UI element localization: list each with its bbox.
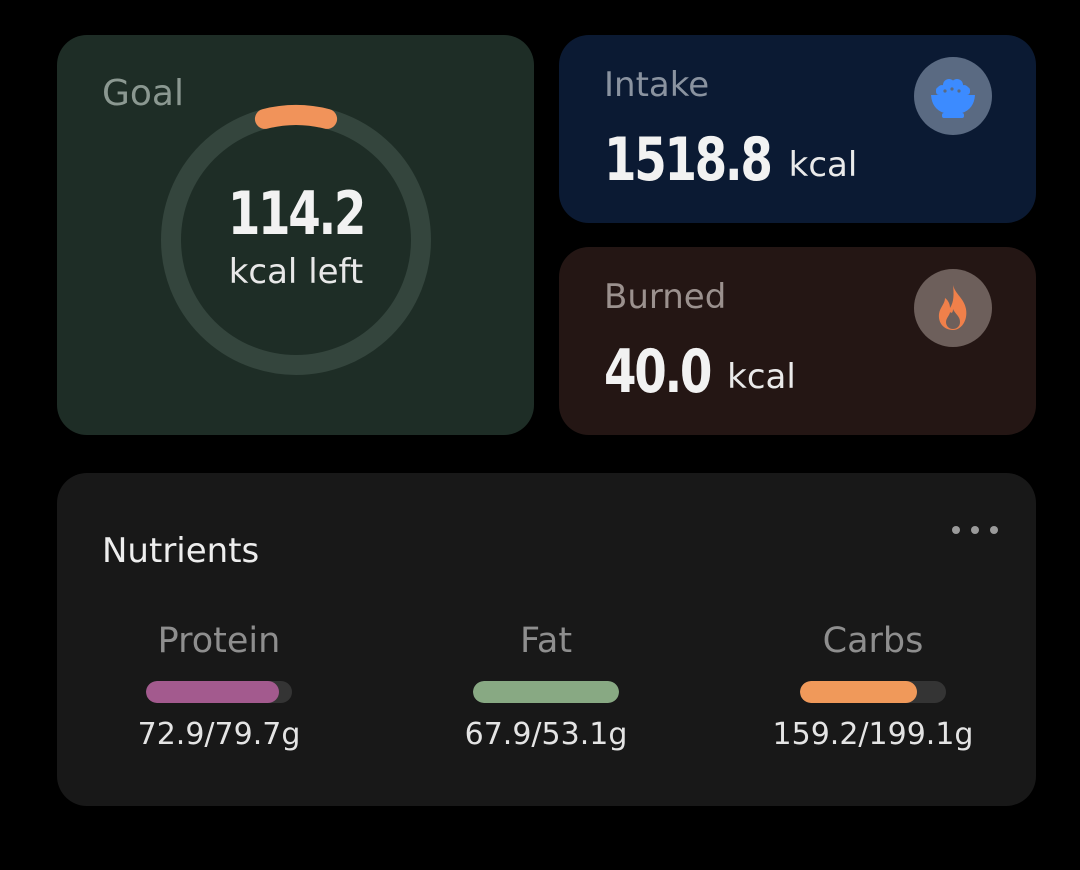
nutrient-bar: [146, 681, 292, 703]
nutrient-fat: Fat 67.9/53.1g: [426, 621, 666, 752]
intake-card[interactable]: Intake 1518.8 kcal: [559, 35, 1036, 223]
goal-ring-progress: [161, 105, 431, 375]
nutrient-carbs: Carbs 159.2/199.1g: [753, 621, 993, 752]
flame-icon: [914, 269, 992, 347]
burned-title: Burned: [604, 277, 727, 317]
burned-unit: kcal: [727, 357, 796, 397]
burned-card[interactable]: Burned 40.0 kcal: [559, 247, 1036, 435]
goal-unit: kcal left: [228, 252, 364, 292]
nutrient-bar-fill: [473, 681, 619, 703]
nutrient-amount: 67.9/53.1g: [464, 717, 628, 752]
nutrient-protein: Protein 72.9/79.7g: [99, 621, 339, 752]
intake-value: 1518.8: [604, 125, 773, 195]
intake-value-row: 1518.8 kcal: [604, 125, 857, 195]
intake-title: Intake: [604, 65, 710, 105]
rice-bowl-icon: [914, 57, 992, 135]
nutrient-bar-fill: [800, 681, 917, 703]
nutrient-amount: 159.2/199.1g: [772, 717, 974, 752]
nutrients-title: Nutrients: [102, 531, 260, 571]
nutrient-label: Fat: [519, 621, 573, 661]
goal-title: Goal: [102, 73, 184, 114]
nutrient-bar: [473, 681, 619, 703]
nutrient-amount: 72.9/79.7g: [137, 717, 301, 752]
more-dots-icon[interactable]: [952, 521, 998, 537]
nutrient-label: Protein: [157, 621, 281, 661]
goal-center: 114.2 kcal left: [160, 104, 432, 376]
goal-card[interactable]: Goal 114.2 kcal left: [57, 35, 534, 435]
nutrient-bar-fill: [146, 681, 279, 703]
goal-value: 114.2: [227, 179, 367, 249]
burned-value-row: 40.0 kcal: [604, 337, 796, 407]
nutrient-label: Carbs: [822, 621, 924, 661]
intake-unit: kcal: [788, 145, 858, 185]
nutrient-bar: [800, 681, 946, 703]
burned-value: 40.0: [604, 337, 712, 407]
goal-progress-ring: [161, 105, 431, 375]
nutrients-card: Nutrients Protein 72.9/79.7g Fat 67.9/53…: [57, 473, 1036, 806]
